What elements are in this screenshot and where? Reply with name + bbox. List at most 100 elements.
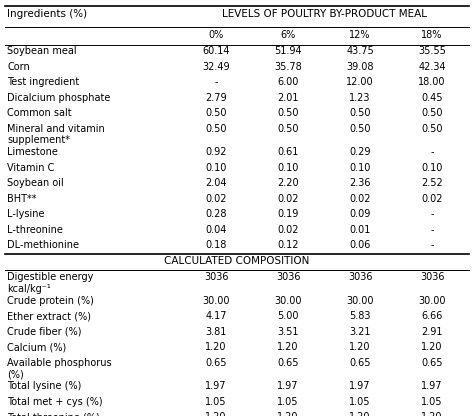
Text: 30.00: 30.00 bbox=[202, 296, 230, 306]
Text: 0.10: 0.10 bbox=[277, 163, 299, 173]
Text: 0.29: 0.29 bbox=[349, 147, 371, 157]
Text: 1.23: 1.23 bbox=[349, 93, 371, 103]
Text: 1.20: 1.20 bbox=[277, 412, 299, 416]
Text: 5.83: 5.83 bbox=[349, 311, 371, 321]
Text: 1.05: 1.05 bbox=[421, 397, 443, 407]
Text: 0.12: 0.12 bbox=[277, 240, 299, 250]
Text: 0.10: 0.10 bbox=[349, 163, 371, 173]
Text: 0.50: 0.50 bbox=[421, 108, 443, 118]
Text: 1.20: 1.20 bbox=[205, 342, 227, 352]
Text: Total met + cys (%): Total met + cys (%) bbox=[7, 397, 103, 407]
Text: -: - bbox=[430, 225, 434, 235]
Text: 6.00: 6.00 bbox=[277, 77, 299, 87]
Text: Total threonine (%): Total threonine (%) bbox=[7, 412, 100, 416]
Text: 30.00: 30.00 bbox=[346, 296, 374, 306]
Text: 2.91: 2.91 bbox=[421, 327, 443, 337]
Text: 0.50: 0.50 bbox=[277, 108, 299, 118]
Text: 30.00: 30.00 bbox=[274, 296, 302, 306]
Text: 0.19: 0.19 bbox=[277, 209, 299, 219]
Text: 0.50: 0.50 bbox=[349, 108, 371, 118]
Text: 0.50: 0.50 bbox=[277, 124, 299, 134]
Text: 1.97: 1.97 bbox=[349, 381, 371, 391]
Text: 0.02: 0.02 bbox=[277, 194, 299, 204]
Text: 2.36: 2.36 bbox=[349, 178, 371, 188]
Text: 43.75: 43.75 bbox=[346, 46, 374, 56]
Text: 3036: 3036 bbox=[276, 272, 301, 282]
Text: 35.78: 35.78 bbox=[274, 62, 302, 72]
Text: 0.50: 0.50 bbox=[421, 124, 443, 134]
Text: 0.65: 0.65 bbox=[421, 358, 443, 368]
Text: Soybean meal: Soybean meal bbox=[7, 46, 77, 56]
Text: 0%: 0% bbox=[209, 30, 224, 40]
Text: Corn: Corn bbox=[7, 62, 30, 72]
Text: 0.02: 0.02 bbox=[205, 194, 227, 204]
Text: 4.17: 4.17 bbox=[205, 311, 227, 321]
Text: 0.61: 0.61 bbox=[277, 147, 299, 157]
Text: 42.34: 42.34 bbox=[418, 62, 446, 72]
Text: 1.05: 1.05 bbox=[349, 397, 371, 407]
Text: CALCULATED COMPOSITION: CALCULATED COMPOSITION bbox=[164, 256, 310, 266]
Text: 1.97: 1.97 bbox=[421, 381, 443, 391]
Text: 0.02: 0.02 bbox=[349, 194, 371, 204]
Text: 1.05: 1.05 bbox=[277, 397, 299, 407]
Text: 0.50: 0.50 bbox=[205, 124, 227, 134]
Text: 0.01: 0.01 bbox=[349, 225, 371, 235]
Text: Soybean oil: Soybean oil bbox=[7, 178, 64, 188]
Text: 0.65: 0.65 bbox=[205, 358, 227, 368]
Text: 39.08: 39.08 bbox=[346, 62, 374, 72]
Text: 30.00: 30.00 bbox=[419, 296, 446, 306]
Text: Calcium (%): Calcium (%) bbox=[7, 342, 66, 352]
Text: 1.20: 1.20 bbox=[277, 342, 299, 352]
Text: 12%: 12% bbox=[349, 30, 371, 40]
Text: 0.10: 0.10 bbox=[205, 163, 227, 173]
Text: -: - bbox=[430, 209, 434, 219]
Text: 3036: 3036 bbox=[420, 272, 444, 282]
Text: 2.20: 2.20 bbox=[277, 178, 299, 188]
Text: 3.81: 3.81 bbox=[205, 327, 227, 337]
Text: 6%: 6% bbox=[281, 30, 296, 40]
Text: Crude protein (%): Crude protein (%) bbox=[7, 296, 94, 306]
Text: 0.09: 0.09 bbox=[349, 209, 371, 219]
Text: 6.66: 6.66 bbox=[421, 311, 443, 321]
Text: -: - bbox=[430, 147, 434, 157]
Text: 0.28: 0.28 bbox=[205, 209, 227, 219]
Text: 1.20: 1.20 bbox=[205, 412, 227, 416]
Text: 35.55: 35.55 bbox=[418, 46, 446, 56]
Text: 60.14: 60.14 bbox=[202, 46, 230, 56]
Text: 0.50: 0.50 bbox=[349, 124, 371, 134]
Text: 32.49: 32.49 bbox=[202, 62, 230, 72]
Text: 0.04: 0.04 bbox=[205, 225, 227, 235]
Text: Ether extract (%): Ether extract (%) bbox=[7, 311, 91, 321]
Text: 2.52: 2.52 bbox=[421, 178, 443, 188]
Text: 3.51: 3.51 bbox=[277, 327, 299, 337]
Text: 12.00: 12.00 bbox=[346, 77, 374, 87]
Text: 18.00: 18.00 bbox=[419, 77, 446, 87]
Text: 1.97: 1.97 bbox=[277, 381, 299, 391]
Text: 3036: 3036 bbox=[348, 272, 373, 282]
Text: Ingredients (%): Ingredients (%) bbox=[7, 10, 87, 20]
Text: Available phosphorus
(%): Available phosphorus (%) bbox=[7, 358, 112, 379]
Text: 3.21: 3.21 bbox=[349, 327, 371, 337]
Text: 0.06: 0.06 bbox=[349, 240, 371, 250]
Text: 0.10: 0.10 bbox=[421, 163, 443, 173]
Text: DL-methionine: DL-methionine bbox=[7, 240, 79, 250]
Text: L-lysine: L-lysine bbox=[7, 209, 45, 219]
Text: 1.05: 1.05 bbox=[205, 397, 227, 407]
Text: Limestone: Limestone bbox=[7, 147, 58, 157]
Text: 0.65: 0.65 bbox=[349, 358, 371, 368]
Text: BHT**: BHT** bbox=[7, 194, 36, 204]
Text: 2.01: 2.01 bbox=[277, 93, 299, 103]
Text: Dicalcium phosphate: Dicalcium phosphate bbox=[7, 93, 110, 103]
Text: 0.02: 0.02 bbox=[421, 194, 443, 204]
Text: 2.04: 2.04 bbox=[205, 178, 227, 188]
Text: L-threonine: L-threonine bbox=[7, 225, 63, 235]
Text: 0.02: 0.02 bbox=[277, 225, 299, 235]
Text: 3036: 3036 bbox=[204, 272, 228, 282]
Text: 0.65: 0.65 bbox=[277, 358, 299, 368]
Text: 18%: 18% bbox=[421, 30, 443, 40]
Text: 1.20: 1.20 bbox=[421, 342, 443, 352]
Text: 1.20: 1.20 bbox=[421, 412, 443, 416]
Text: 0.50: 0.50 bbox=[205, 108, 227, 118]
Text: Total lysine (%): Total lysine (%) bbox=[7, 381, 82, 391]
Text: 51.94: 51.94 bbox=[274, 46, 302, 56]
